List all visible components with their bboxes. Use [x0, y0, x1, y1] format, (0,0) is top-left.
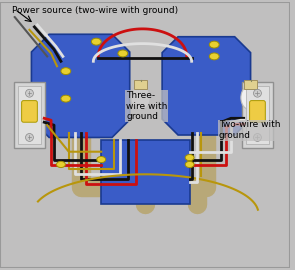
Text: Two-wire with
ground: Two-wire with ground — [219, 120, 280, 140]
FancyBboxPatch shape — [244, 80, 257, 89]
FancyBboxPatch shape — [18, 86, 41, 144]
Ellipse shape — [118, 50, 128, 57]
Ellipse shape — [209, 41, 219, 48]
FancyBboxPatch shape — [246, 86, 269, 144]
FancyBboxPatch shape — [242, 82, 273, 148]
Ellipse shape — [209, 53, 219, 60]
Circle shape — [253, 89, 261, 97]
Ellipse shape — [61, 68, 71, 75]
FancyBboxPatch shape — [22, 101, 37, 122]
Ellipse shape — [57, 161, 65, 168]
Text: Power source (two-wire with ground): Power source (two-wire with ground) — [12, 6, 178, 15]
Polygon shape — [32, 34, 130, 137]
Polygon shape — [162, 37, 250, 135]
Ellipse shape — [241, 85, 260, 110]
FancyBboxPatch shape — [250, 101, 265, 122]
Ellipse shape — [91, 38, 101, 45]
Ellipse shape — [61, 95, 71, 102]
Text: Three-
wire with
ground: Three- wire with ground — [126, 91, 168, 121]
Circle shape — [26, 89, 33, 97]
Ellipse shape — [185, 161, 194, 168]
Ellipse shape — [97, 157, 106, 163]
Circle shape — [253, 134, 261, 141]
Circle shape — [26, 134, 33, 141]
FancyBboxPatch shape — [134, 80, 147, 89]
FancyBboxPatch shape — [101, 140, 190, 204]
FancyBboxPatch shape — [14, 82, 45, 148]
Ellipse shape — [185, 154, 194, 161]
Ellipse shape — [131, 85, 150, 110]
